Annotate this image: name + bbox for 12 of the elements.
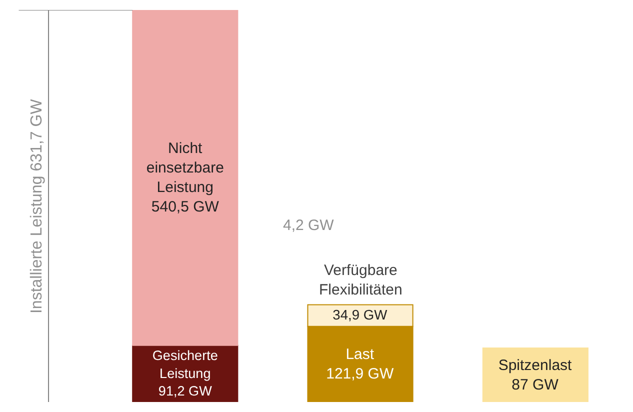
data-label: 34,9 GW xyxy=(332,306,388,323)
series-label: Gesicherte Leistung xyxy=(152,348,218,381)
series-label: Spitzenlast xyxy=(498,356,573,374)
data-label: 87 GW xyxy=(512,376,560,394)
data-label: 540,5 GW xyxy=(151,198,220,216)
series-label: Nicht einsetzbare Leistung xyxy=(146,140,224,196)
annotation: 4,2 GW xyxy=(283,217,335,234)
data-label: 91,2 GW xyxy=(158,383,212,398)
series-label: Verfügbare Flexibilitäten xyxy=(319,262,402,298)
text: Installierte Leistung 631,7 GW xyxy=(28,98,46,314)
data-label: 121,9 GW xyxy=(326,365,394,382)
series-label: Last xyxy=(346,346,375,363)
